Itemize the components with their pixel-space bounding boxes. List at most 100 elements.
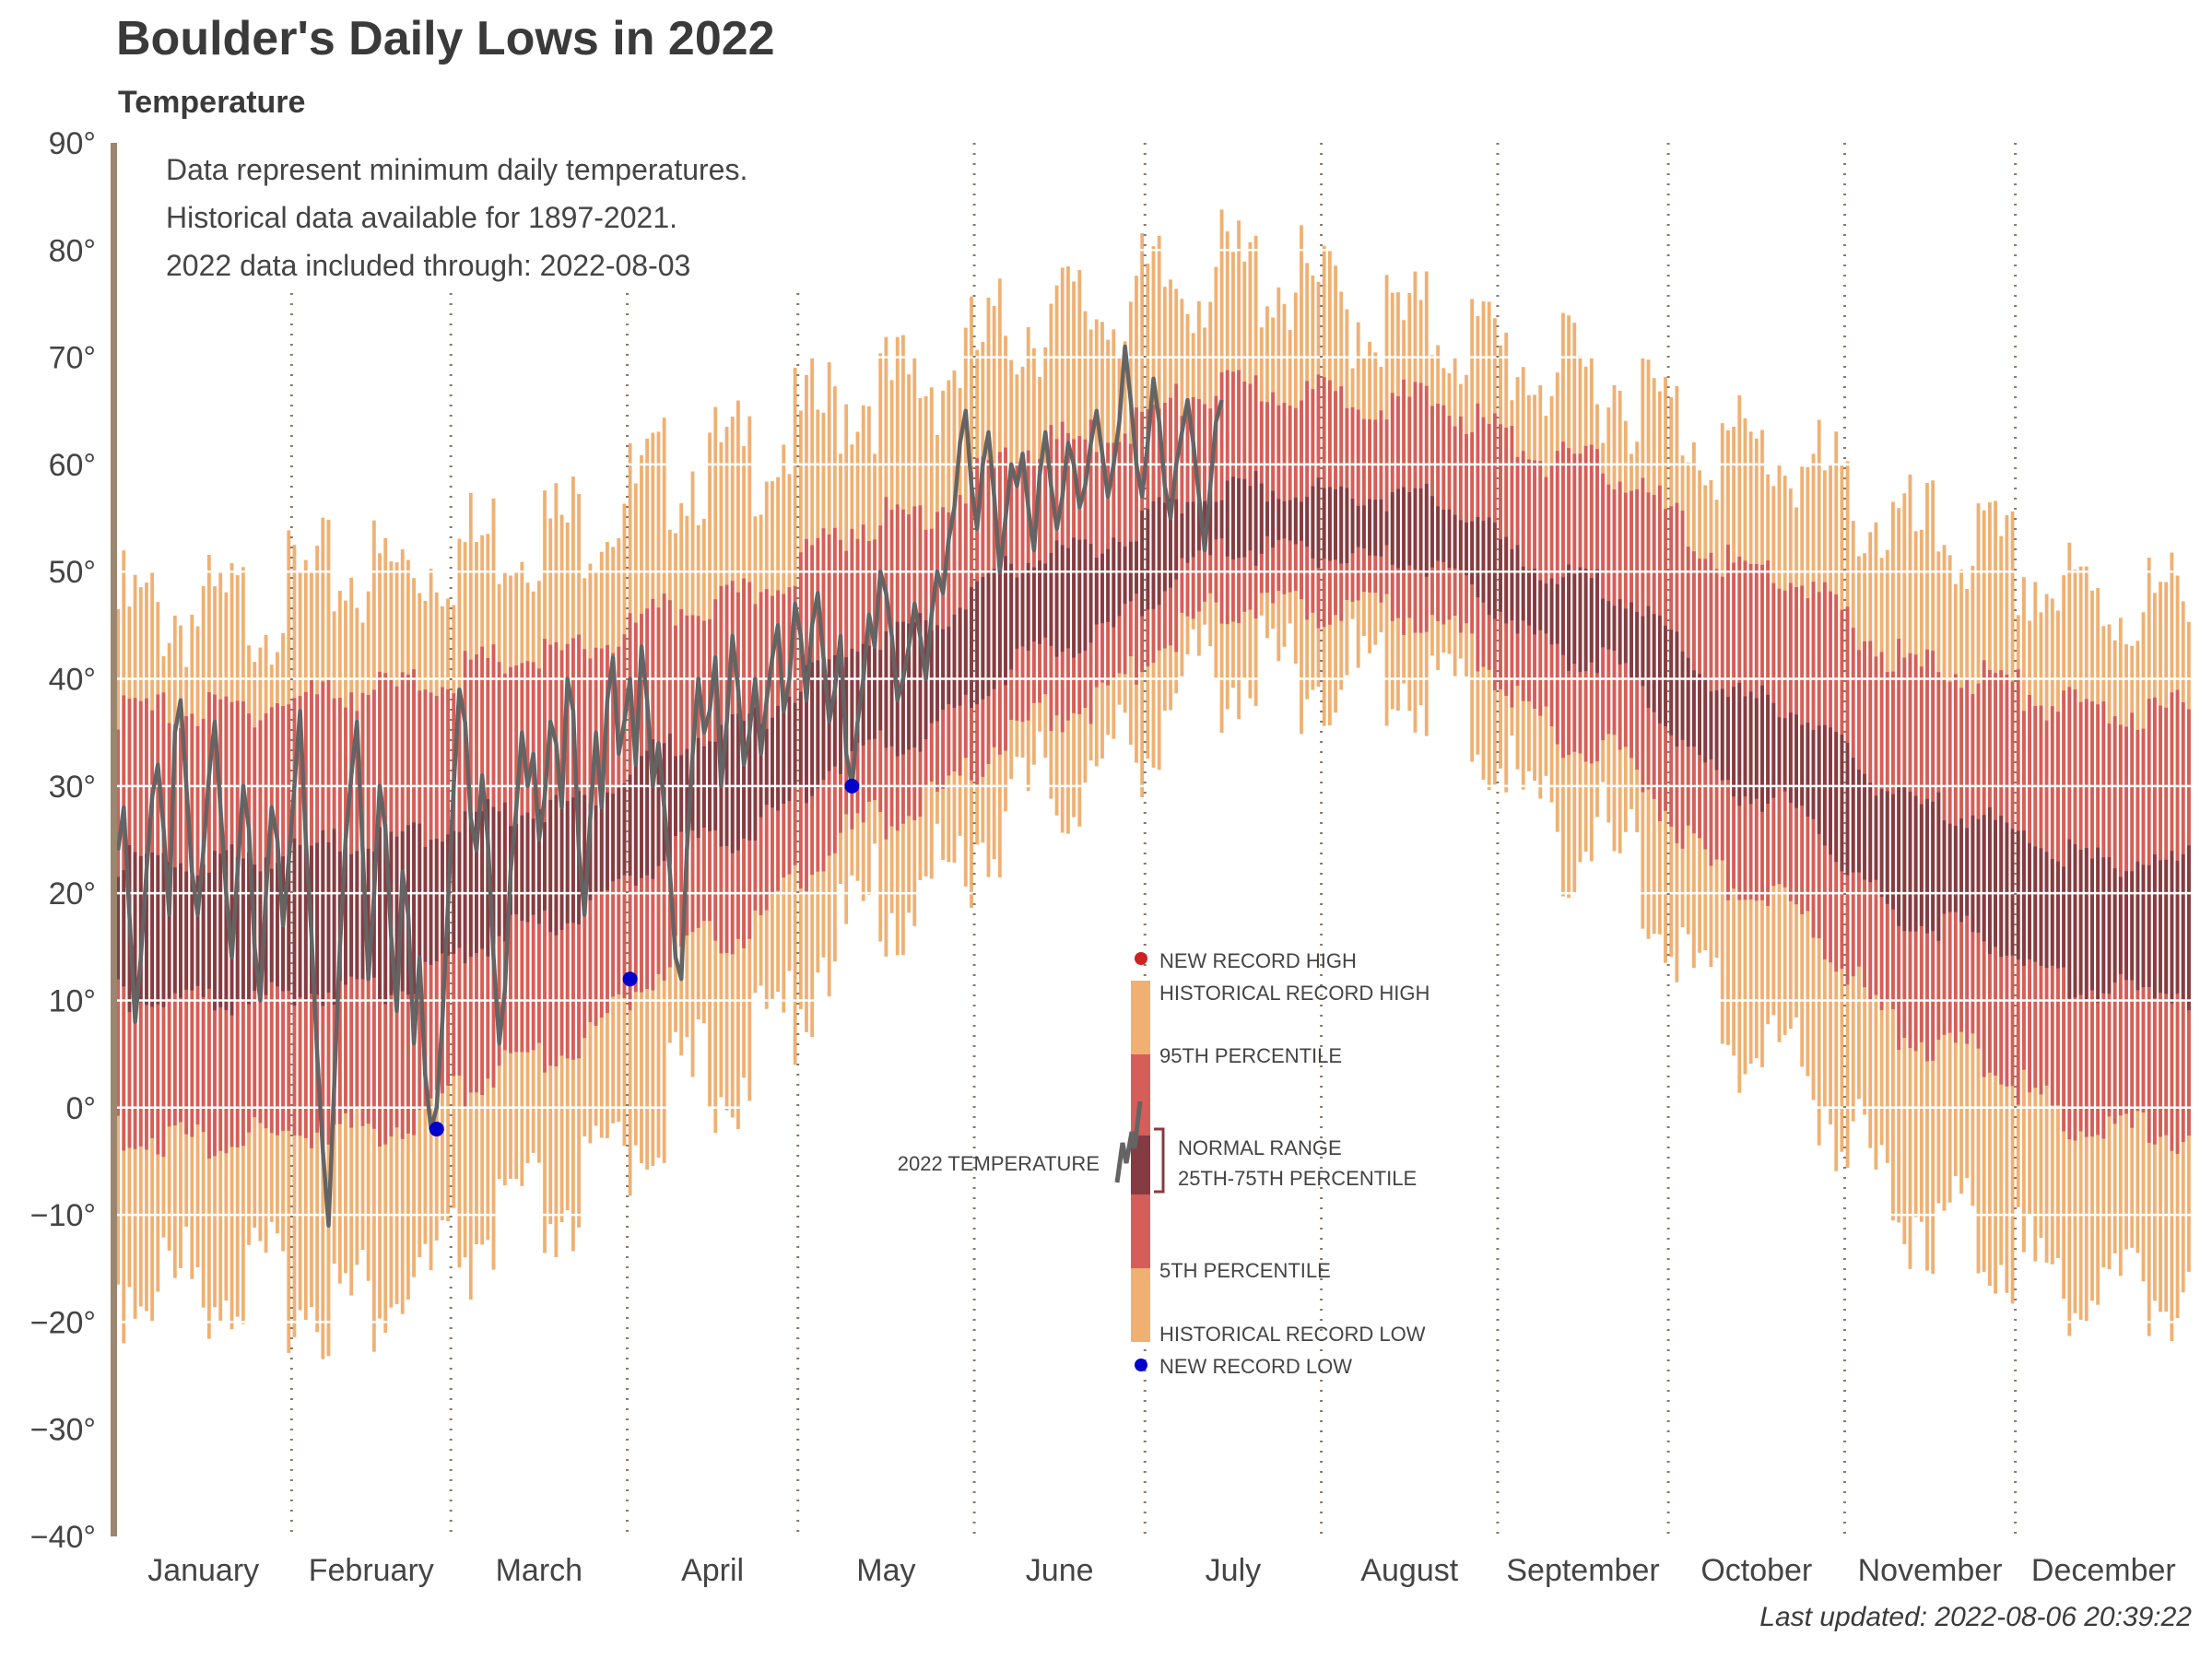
bar-normal-range <box>1817 725 1821 834</box>
bar-normal-range <box>759 724 763 818</box>
bar-normal-range <box>292 838 297 1006</box>
bar-normal-range <box>179 863 182 998</box>
legend-25th-75th-percentile: 25TH-75TH PERCENTILE <box>1178 1167 1417 1190</box>
y-tick-label: 70° <box>49 341 96 376</box>
bar-normal-range <box>1203 500 1206 548</box>
bar-normal-range <box>1031 567 1036 641</box>
bar-normal-range <box>2147 865 2151 987</box>
bar-normal-range <box>303 838 308 1003</box>
bar-normal-range <box>1288 500 1292 541</box>
bar-normal-range <box>571 797 575 924</box>
bar-normal-range <box>172 867 177 994</box>
bar-normal-range <box>1214 501 1218 540</box>
bar-normal-range <box>810 662 815 796</box>
bar-normal-range <box>1567 564 1571 671</box>
bar-normal-range <box>2187 845 2191 1011</box>
bar-normal-range <box>1515 545 1520 634</box>
bar-normal-range <box>241 858 245 1000</box>
bar-percentile-range <box>1219 371 1224 624</box>
x-tick-label: June <box>1026 1553 1094 1588</box>
bar-normal-range <box>1368 499 1371 556</box>
bar-normal-range <box>2141 865 2146 988</box>
bar-normal-range <box>1350 499 1355 554</box>
bar-percentile-range <box>1214 395 1218 603</box>
bar-normal-range <box>1703 677 1708 763</box>
bar-normal-range <box>1754 698 1759 799</box>
bar-normal-range <box>1623 608 1628 664</box>
x-tick-label: November <box>1858 1553 2003 1588</box>
bar-normal-range <box>360 850 365 980</box>
bar-normal-range <box>628 774 632 876</box>
bar-normal-range <box>1811 730 1816 819</box>
bar-normal-range <box>787 696 792 802</box>
bar-normal-range <box>1549 578 1554 645</box>
line-2022 <box>115 344 1224 1228</box>
bar-normal-range <box>1885 791 1889 904</box>
bar-normal-range <box>213 851 217 1011</box>
bar-normal-range <box>116 877 120 980</box>
bar-normal-range <box>839 640 842 774</box>
legend-2022-line-sample <box>1114 1100 1143 1183</box>
bar-normal-range <box>161 853 166 1007</box>
axes: −40° −30° −20° −10° 0° 10° 20° 30° 40° 50° 60° 70° 8… <box>30 126 2176 1588</box>
y-tick-label: 80° <box>49 233 96 268</box>
bar-normal-range <box>963 609 968 695</box>
bar-normal-range <box>1384 511 1389 546</box>
bar-normal-range <box>1533 569 1536 635</box>
bar-normal-range <box>2084 848 2088 999</box>
bar-normal-range <box>269 868 274 982</box>
bar-normal-range <box>145 853 148 1006</box>
bar-normal-range <box>1135 541 1138 594</box>
bar-normal-range <box>332 829 336 1006</box>
bar-normal-range <box>502 802 507 942</box>
bar-normal-range <box>491 806 496 945</box>
bar-normal-range <box>667 733 672 865</box>
bar-normal-range <box>1038 560 1041 644</box>
bar-normal-range <box>565 801 570 924</box>
bar-normal-range <box>1476 516 1480 598</box>
legend-normal-band <box>1131 1135 1150 1194</box>
bar-normal-range <box>611 794 616 882</box>
bar-normal-range <box>287 854 291 991</box>
bar-normal-range <box>276 863 279 987</box>
bar-normal-range <box>929 629 934 724</box>
bar-normal-range <box>1595 569 1599 674</box>
x-tick-label: March <box>496 1553 582 1588</box>
bar-normal-range <box>344 846 347 985</box>
bar-normal-range <box>1834 732 1839 863</box>
x-tick-label: September <box>1506 1553 1659 1588</box>
bar-normal-range <box>1237 477 1241 559</box>
bar-normal-range <box>190 870 194 991</box>
bar-normal-range <box>941 629 946 711</box>
bar-normal-range <box>935 625 939 722</box>
bar-normal-range <box>1771 702 1776 798</box>
bar-normal-range <box>1806 723 1810 818</box>
bar-normal-range <box>1259 483 1264 554</box>
bar-normal-range <box>441 841 444 954</box>
bar-normal-range <box>1874 795 1878 880</box>
bar-normal-range <box>423 847 428 962</box>
bar-normal-range <box>1196 502 1201 551</box>
bar-normal-range <box>1253 471 1258 566</box>
bar-normal-range <box>889 632 894 747</box>
bar-normal-range <box>1766 694 1771 805</box>
y-axis-line <box>111 143 117 1536</box>
bar-normal-range <box>1902 786 1907 932</box>
bar-normal-range <box>1720 688 1724 781</box>
bar-normal-range <box>2016 830 2020 960</box>
x-tick-label: October <box>1700 1553 1812 1588</box>
bar-normal-range <box>1305 497 1310 547</box>
new-record-low-point <box>844 778 860 794</box>
bar-normal-range <box>1646 606 1651 708</box>
bar-normal-range <box>1481 520 1486 603</box>
bar-normal-range <box>1913 795 1918 932</box>
bar-normal-range <box>832 654 837 767</box>
bar-percentile-range <box>1356 409 1360 601</box>
bar-normal-range <box>1100 553 1104 624</box>
bar-normal-range <box>366 848 371 982</box>
bar-normal-range <box>997 571 1002 679</box>
bar-normal-range <box>975 581 980 705</box>
bar-normal-range <box>1271 490 1276 548</box>
bar-normal-range <box>247 852 251 1005</box>
bar-normal-range <box>1987 807 1992 955</box>
